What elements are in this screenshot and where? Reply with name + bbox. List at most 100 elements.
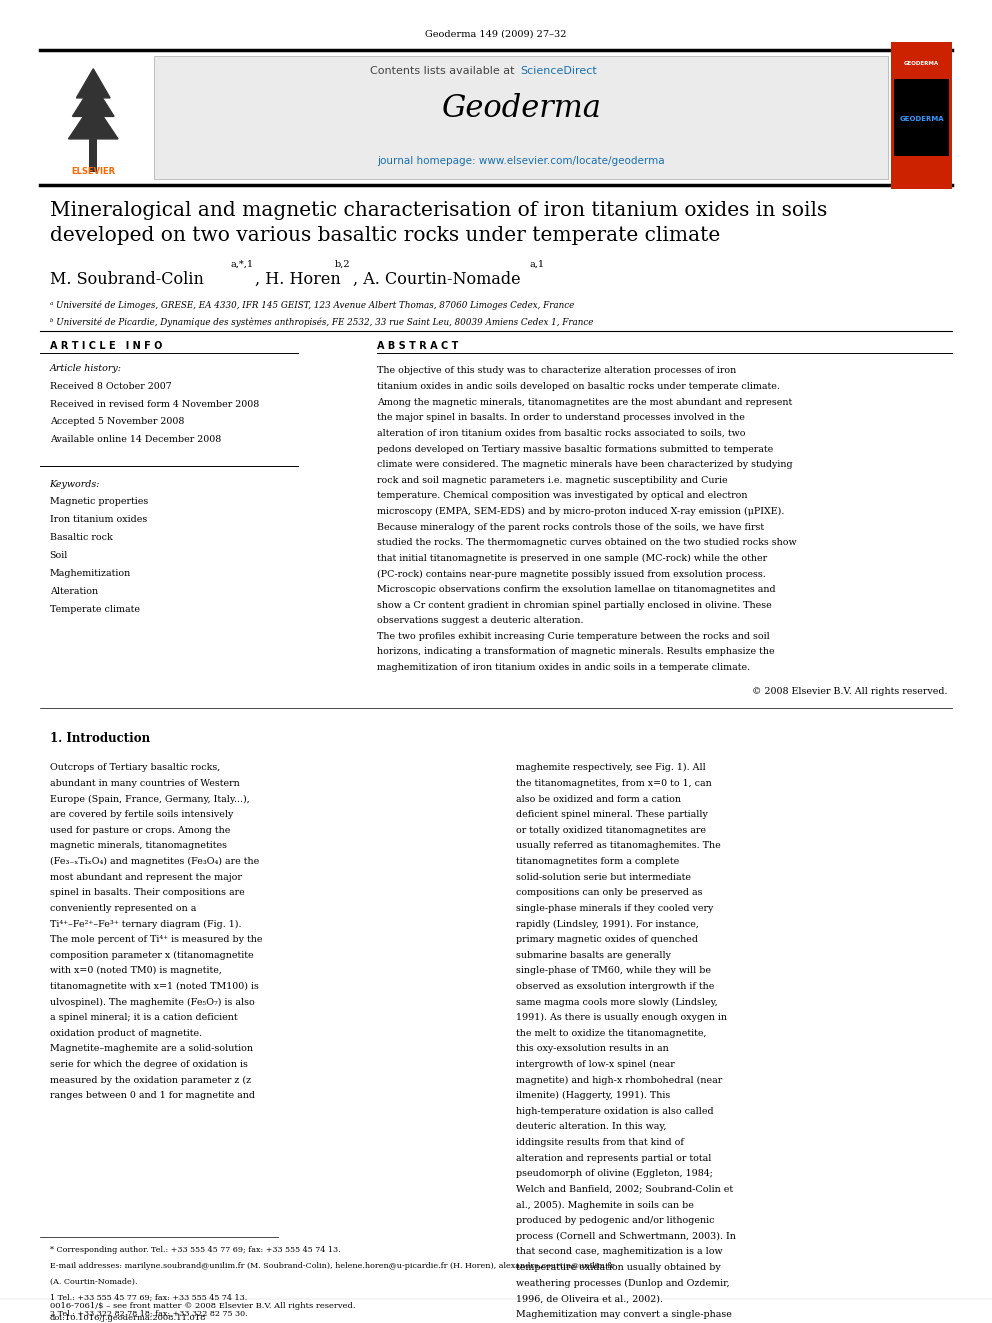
Text: usually referred as titanomaghemites. The: usually referred as titanomaghemites. Th… <box>516 841 720 851</box>
Text: ilmenite) (Haggerty, 1991). This: ilmenite) (Haggerty, 1991). This <box>516 1091 670 1101</box>
Text: (A. Courtin-Nomade).: (A. Courtin-Nomade). <box>50 1278 137 1286</box>
Text: 1996, de Oliveira et al., 2002).: 1996, de Oliveira et al., 2002). <box>516 1294 663 1303</box>
Text: solid-solution serie but intermediate: solid-solution serie but intermediate <box>516 873 690 881</box>
Text: Welch and Banfield, 2002; Soubrand-Colin et: Welch and Banfield, 2002; Soubrand-Colin… <box>516 1185 733 1193</box>
Text: also be oxidized and form a cation: also be oxidized and form a cation <box>516 795 681 803</box>
Text: maghemitization of iron titanium oxides in andic soils in a temperate climate.: maghemitization of iron titanium oxides … <box>377 663 750 672</box>
Text: The two profiles exhibit increasing Curie temperature between the rocks and soil: The two profiles exhibit increasing Curi… <box>377 632 770 640</box>
Text: temperature. Chemical composition was investigated by optical and electron: temperature. Chemical composition was in… <box>377 491 747 500</box>
Text: Keywords:: Keywords: <box>50 480 100 488</box>
Text: , A. Courtin-Nomade: , A. Courtin-Nomade <box>353 271 521 288</box>
Text: journal homepage: www.elsevier.com/locate/geoderma: journal homepage: www.elsevier.com/locat… <box>377 156 665 167</box>
Text: The objective of this study was to characterize alteration processes of iron: The objective of this study was to chara… <box>377 366 736 376</box>
Text: the titanomagnetites, from x=0 to 1, can: the titanomagnetites, from x=0 to 1, can <box>516 779 711 789</box>
Text: pedons developed on Tertiary massive basaltic formations submitted to temperate: pedons developed on Tertiary massive bas… <box>377 445 773 454</box>
Text: 1991). As there is usually enough oxygen in: 1991). As there is usually enough oxygen… <box>516 1013 727 1023</box>
Text: alteration of iron titanium oxides from basaltic rocks associated to soils, two: alteration of iron titanium oxides from … <box>377 429 745 438</box>
Text: composition parameter x (titanomagnetite: composition parameter x (titanomagnetite <box>50 951 253 959</box>
Text: A R T I C L E   I N F O: A R T I C L E I N F O <box>50 341 162 352</box>
Text: same magma cools more slowly (Lindsley,: same magma cools more slowly (Lindsley, <box>516 998 717 1007</box>
Text: titanomagnetite with x=1 (noted TM100) is: titanomagnetite with x=1 (noted TM100) i… <box>50 982 259 991</box>
Text: Temperate climate: Temperate climate <box>50 605 140 614</box>
Text: climate were considered. The magnetic minerals have been characterized by studyi: climate were considered. The magnetic mi… <box>377 460 793 470</box>
Text: Available online 14 December 2008: Available online 14 December 2008 <box>50 435 221 445</box>
Text: Because mineralogy of the parent rocks controls those of the soils, we have firs: Because mineralogy of the parent rocks c… <box>377 523 764 532</box>
Text: rock and soil magnetic parameters i.e. magnetic susceptibility and Curie: rock and soil magnetic parameters i.e. m… <box>377 476 727 484</box>
Text: titanomagnetites form a complete: titanomagnetites form a complete <box>516 857 680 867</box>
Text: Maghemitization may convert a single-phase: Maghemitization may convert a single-pha… <box>516 1310 732 1319</box>
Text: Received in revised form 4 November 2008: Received in revised form 4 November 2008 <box>50 400 259 409</box>
Bar <box>89 139 97 172</box>
Text: a spinel mineral; it is a cation deficient: a spinel mineral; it is a cation deficie… <box>50 1013 237 1023</box>
Text: Europe (Spain, France, Germany, Italy...),: Europe (Spain, France, Germany, Italy...… <box>50 795 249 803</box>
Text: or totally oxidized titanomagnetites are: or totally oxidized titanomagnetites are <box>516 826 706 835</box>
Text: Basaltic rock: Basaltic rock <box>50 533 112 542</box>
Text: Geoderma: Geoderma <box>440 93 601 123</box>
Text: 1. Introduction: 1. Introduction <box>50 732 150 745</box>
Text: single-phase of TM60, while they will be: single-phase of TM60, while they will be <box>516 966 711 975</box>
Bar <box>891 42 952 189</box>
Text: conveniently represented on a: conveniently represented on a <box>50 904 196 913</box>
Text: show a Cr content gradient in chromian spinel partially enclosed in olivine. The: show a Cr content gradient in chromian s… <box>377 601 772 610</box>
Bar <box>894 79 949 156</box>
Text: magnetic minerals, titanomagnetites: magnetic minerals, titanomagnetites <box>50 841 226 851</box>
Text: high-temperature oxidation is also called: high-temperature oxidation is also calle… <box>516 1107 713 1115</box>
Text: oxidation product of magnetite.: oxidation product of magnetite. <box>50 1029 201 1037</box>
Text: most abundant and represent the major: most abundant and represent the major <box>50 873 241 881</box>
Text: b,2: b,2 <box>334 259 350 269</box>
Text: compositions can only be preserved as: compositions can only be preserved as <box>516 888 702 897</box>
Text: deficient spinel mineral. These partially: deficient spinel mineral. These partiall… <box>516 810 707 819</box>
Text: Among the magnetic minerals, titanomagnetites are the most abundant and represen: Among the magnetic minerals, titanomagne… <box>377 398 793 406</box>
Text: a,1: a,1 <box>530 259 545 269</box>
Text: microscopy (EMPA, SEM-EDS) and by micro-proton induced X-ray emission (μPIXE).: microscopy (EMPA, SEM-EDS) and by micro-… <box>377 507 785 516</box>
Text: E-mail addresses: marilyne.soubrand@unilim.fr (M. Soubrand-Colin), helene.horen@: E-mail addresses: marilyne.soubrand@unil… <box>50 1262 614 1270</box>
Text: ᵇ Université de Picardie, Dynamique des systèmes anthropisés, FE 2532, 33 rue Sa: ᵇ Université de Picardie, Dynamique des … <box>50 318 593 327</box>
Text: ᵃ Université de Limoges, GRESE, EA 4330, IFR 145 GEIST, 123 Avenue Albert Thomas: ᵃ Université de Limoges, GRESE, EA 4330,… <box>50 300 573 310</box>
Text: deuteric alteration. In this way,: deuteric alteration. In this way, <box>516 1122 667 1131</box>
Text: single-phase minerals if they cooled very: single-phase minerals if they cooled ver… <box>516 904 713 913</box>
Text: doi:10.1016/j.geoderma.2008.11.018: doi:10.1016/j.geoderma.2008.11.018 <box>50 1314 206 1322</box>
Text: Microscopic observations confirm the exsolution lamellae on titanomagnetites and: Microscopic observations confirm the exs… <box>377 585 776 594</box>
Text: Soil: Soil <box>50 552 68 560</box>
Text: GEODERMA: GEODERMA <box>904 61 939 66</box>
Text: observations suggest a deuteric alteration.: observations suggest a deuteric alterati… <box>377 617 583 626</box>
Text: 1 Tel.: +33 555 45 77 69; fax: +33 555 45 74 13.: 1 Tel.: +33 555 45 77 69; fax: +33 555 4… <box>50 1294 247 1302</box>
Text: a,*,1: a,*,1 <box>230 259 253 269</box>
Text: Magnetite–maghemite are a solid-solution: Magnetite–maghemite are a solid-solution <box>50 1044 253 1053</box>
Text: titanium oxides in andic soils developed on basaltic rocks under temperate clima: titanium oxides in andic soils developed… <box>377 382 780 392</box>
Text: Received 8 October 2007: Received 8 October 2007 <box>50 381 172 390</box>
Text: rapidly (Lindsley, 1991). For instance,: rapidly (Lindsley, 1991). For instance, <box>516 919 698 929</box>
Text: horizons, indicating a transformation of magnetic minerals. Results emphasize th: horizons, indicating a transformation of… <box>377 647 775 656</box>
Text: intergrowth of low-x spinel (near: intergrowth of low-x spinel (near <box>516 1060 675 1069</box>
Text: GEODERMA: GEODERMA <box>900 116 943 122</box>
Text: iddingsite results from that kind of: iddingsite results from that kind of <box>516 1138 683 1147</box>
Text: Alteration: Alteration <box>50 587 98 595</box>
Text: ScienceDirect: ScienceDirect <box>520 66 596 77</box>
Polygon shape <box>76 69 110 98</box>
Text: Contents lists available at: Contents lists available at <box>370 66 518 77</box>
Text: temperature oxidation usually obtained by: temperature oxidation usually obtained b… <box>516 1263 720 1271</box>
Text: Mineralogical and magnetic characterisation of iron titanium oxides in soils
dev: Mineralogical and magnetic characterisat… <box>50 201 827 245</box>
Text: measured by the oxidation parameter z (z: measured by the oxidation parameter z (z <box>50 1076 251 1085</box>
Text: observed as exsolution intergrowth if the: observed as exsolution intergrowth if th… <box>516 982 714 991</box>
Text: , H. Horen: , H. Horen <box>255 271 340 288</box>
Text: submarine basalts are generally: submarine basalts are generally <box>516 951 671 959</box>
Text: maghemite respectively, see Fig. 1). All: maghemite respectively, see Fig. 1). All <box>516 763 705 773</box>
Text: The mole percent of Ti⁴⁺ is measured by the: The mole percent of Ti⁴⁺ is measured by … <box>50 935 262 945</box>
Text: spinel in basalts. Their compositions are: spinel in basalts. Their compositions ar… <box>50 888 244 897</box>
Text: (PC-rock) contains near-pure magnetite possibly issued from exsolution process.: (PC-rock) contains near-pure magnetite p… <box>377 569 766 578</box>
Bar <box>154 56 888 179</box>
Text: al., 2005). Maghemite in soils can be: al., 2005). Maghemite in soils can be <box>516 1200 693 1209</box>
Text: serie for which the degree of oxidation is: serie for which the degree of oxidation … <box>50 1060 247 1069</box>
Polygon shape <box>72 83 114 116</box>
Text: that second case, maghemitization is a low: that second case, maghemitization is a l… <box>516 1248 722 1257</box>
Text: Accepted 5 November 2008: Accepted 5 November 2008 <box>50 418 184 426</box>
Text: Outcrops of Tertiary basaltic rocks,: Outcrops of Tertiary basaltic rocks, <box>50 763 220 773</box>
Text: * Corresponding author. Tel.: +33 555 45 77 69; fax: +33 555 45 74 13.: * Corresponding author. Tel.: +33 555 45… <box>50 1246 340 1254</box>
Text: © 2008 Elsevier B.V. All rights reserved.: © 2008 Elsevier B.V. All rights reserved… <box>752 687 947 696</box>
Text: magnetite) and high-x rhombohedral (near: magnetite) and high-x rhombohedral (near <box>516 1076 722 1085</box>
Text: (Fe₃₋ₓTiₓO₄) and magnetites (Fe₃O₄) are the: (Fe₃₋ₓTiₓO₄) and magnetites (Fe₃O₄) are … <box>50 857 259 867</box>
Text: weathering processes (Dunlop and Ozdemir,: weathering processes (Dunlop and Ozdemir… <box>516 1278 729 1287</box>
Text: the major spinel in basalts. In order to understand processes involved in the: the major spinel in basalts. In order to… <box>377 413 745 422</box>
Text: ELSEVIER: ELSEVIER <box>71 167 115 176</box>
